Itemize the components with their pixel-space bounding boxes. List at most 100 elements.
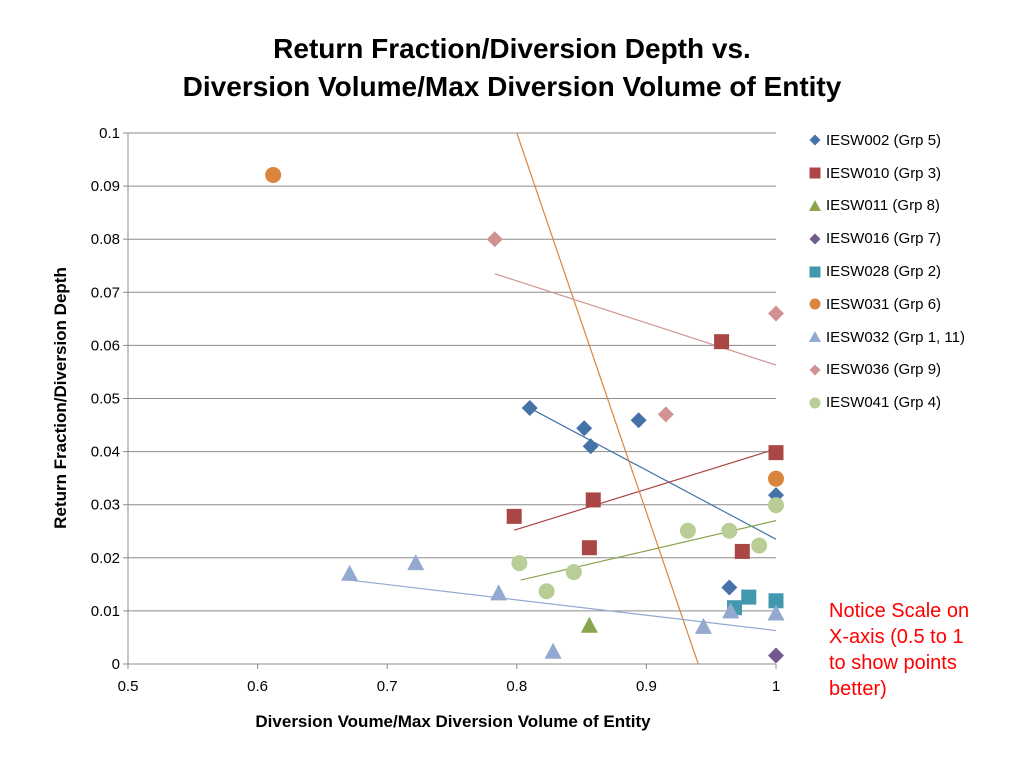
notice-line-2: X-axis (0.5 to 1 <box>829 626 964 648</box>
point-series-2-0 <box>580 616 598 633</box>
legend-swatch-1 <box>809 167 821 179</box>
point-series-6-1 <box>407 554 425 571</box>
y-tick-label-8: 0.08 <box>91 231 120 248</box>
legend-label-5: IESW031 (Grp 6) <box>826 295 942 313</box>
point-series-6-2 <box>490 584 508 601</box>
legend-label-6: IESW032 (Grp 1, 11) <box>826 328 965 346</box>
legend-marker-6 <box>809 331 821 343</box>
y-tick-label-2: 0.02 <box>91 550 120 567</box>
tick-labels: 0 0.01 0.02 0.03 0.04 0.05 0.06 0.07 0.08 0.09 0.1… <box>91 125 780 695</box>
legend-marker-1 <box>809 167 821 179</box>
legend: IESW002 (Grp 5) IESW010 (Grp 3) IESW011 (G… <box>808 124 1018 419</box>
point-series-4-2 <box>768 593 784 609</box>
legend-marker-0 <box>809 134 821 146</box>
legend-item-0: IESW002 (Grp 5) <box>808 124 1018 157</box>
legend-swatch-6 <box>809 331 821 343</box>
legend-swatch-3 <box>809 233 821 245</box>
y-tick-label-9: 0.09 <box>91 178 120 195</box>
notice-line-3: to show points <box>829 652 957 674</box>
point-series-0-0 <box>521 400 538 417</box>
legend-swatch-5 <box>809 298 821 310</box>
legend-label-0: IESW002 (Grp 5) <box>826 131 942 149</box>
legend-item-2: IESW011 (Grp 8) <box>808 190 1018 223</box>
point-series-8-4 <box>721 522 738 539</box>
notice-line-1: Notice Scale on <box>829 600 970 622</box>
chart-title: Return Fraction/Diversion Depth vs. Dive… <box>0 30 1024 106</box>
y-tick-label-0: 0 <box>112 656 120 673</box>
y-tick-label-7: 0.07 <box>91 284 120 301</box>
point-series-7-0 <box>486 231 503 248</box>
legend-label-1: IESW010 (Grp 3) <box>826 164 942 182</box>
legend-item-7: IESW036 (Grp 9) <box>808 354 1018 387</box>
legend-label-7: IESW036 (Grp 9) <box>826 361 942 379</box>
trendline-series-5 <box>516 133 699 664</box>
y-tick-label-10: 0.1 <box>99 125 120 142</box>
x-tick-label-5: 1 <box>772 678 780 695</box>
legend-item-3: IESW016 (Grp 7) <box>808 222 1018 255</box>
axes <box>123 132 777 669</box>
y-tick-label-3: 0.03 <box>91 497 120 514</box>
point-series-1-2 <box>585 492 601 508</box>
legend-marker-5 <box>809 298 821 310</box>
point-series-8-2 <box>565 564 582 581</box>
point-series-6-4 <box>694 617 712 634</box>
legend-label-3: IESW016 (Grp 7) <box>826 230 942 248</box>
notice-line-4: better) <box>829 678 887 700</box>
y-tick-label-4: 0.04 <box>91 444 120 461</box>
x-axis-label: Diversion Voume/Max Diversion Volume of … <box>255 712 651 731</box>
legend-item-6: IESW032 (Grp 1, 11) <box>808 321 1018 354</box>
legend-item-5: IESW031 (Grp 6) <box>808 288 1018 321</box>
trendline-series-1 <box>514 448 776 531</box>
point-series-6-5 <box>722 602 740 619</box>
legend-swatch-4 <box>809 266 821 278</box>
legend-marker-2 <box>809 199 821 211</box>
legend-swatch-2 <box>809 199 821 211</box>
point-series-8-3 <box>679 522 696 539</box>
legend-item-4: IESW028 (Grp 2) <box>808 255 1018 288</box>
point-series-8-6 <box>768 497 784 514</box>
legend-item-8: IESW041 (Grp 4) <box>808 386 1018 419</box>
legend-swatch-8 <box>809 397 821 409</box>
point-series-6-0 <box>341 564 359 581</box>
legend-marker-8 <box>809 397 821 409</box>
point-series-6-3 <box>544 642 562 659</box>
legend-label-8: IESW041 (Grp 4) <box>826 394 942 412</box>
gridlines <box>128 132 776 612</box>
point-series-7-2 <box>768 305 784 322</box>
chart-title-line-2: Diversion Volume/Max Diversion Volume of… <box>182 71 842 102</box>
y-tick-label-1: 0.01 <box>91 603 120 620</box>
x-tick-label-0: 0.5 <box>118 678 139 695</box>
y-axis-label: Return Fraction/Diversion Depth <box>51 267 70 529</box>
trendline-series-7 <box>494 273 776 366</box>
point-series-1-3 <box>714 334 730 350</box>
x-tick-label-3: 0.8 <box>506 678 527 695</box>
y-tick-label-6: 0.06 <box>91 337 120 354</box>
legend-swatch-0 <box>809 134 821 146</box>
point-series-5-1 <box>768 470 784 487</box>
legend-item-1: IESW010 (Grp 3) <box>808 157 1018 190</box>
trendline-series-0 <box>529 407 776 540</box>
point-series-5-0 <box>265 166 282 183</box>
point-series-7-1 <box>657 406 674 423</box>
point-series-3-0 <box>768 647 784 664</box>
legend-marker-3 <box>809 233 821 245</box>
legend-label-4: IESW028 (Grp 2) <box>826 263 942 281</box>
point-series-1-5 <box>768 445 784 461</box>
point-series-8-5 <box>751 537 768 554</box>
point-series-1-0 <box>506 508 522 524</box>
point-series-0-1 <box>576 420 593 437</box>
point-series-8-1 <box>538 583 555 600</box>
legend-swatch-7 <box>809 364 821 376</box>
legend-marker-4 <box>809 266 821 278</box>
point-series-0-4 <box>721 579 738 596</box>
legend-marker-7 <box>809 364 821 376</box>
x-tick-label-4: 0.9 <box>636 678 657 695</box>
point-series-4-1 <box>741 589 757 605</box>
chart-title-line-1: Return Fraction/Diversion Depth vs. <box>273 33 751 64</box>
point-series-0-3 <box>630 412 647 429</box>
y-tick-label-5: 0.05 <box>91 391 120 408</box>
trendline-series-6 <box>349 579 776 632</box>
x-tick-label-2: 0.7 <box>377 678 398 695</box>
point-series-0-2 <box>582 438 599 455</box>
